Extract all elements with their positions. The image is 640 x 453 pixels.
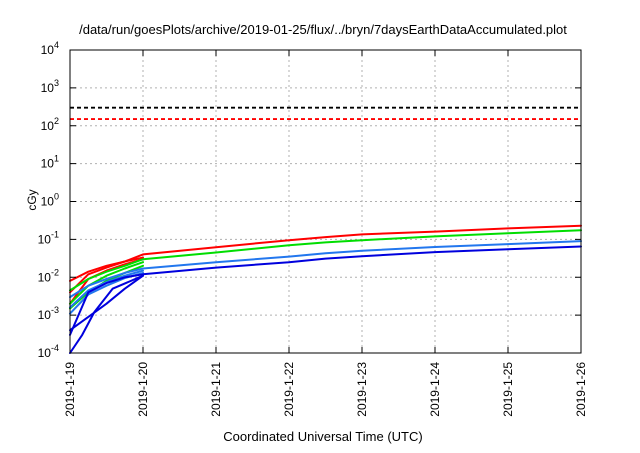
series-line (69, 274, 144, 332)
x-tick-label: 2019-1-21 (209, 362, 223, 417)
y-tick-label: 103 (41, 78, 59, 95)
x-axis-ticks: 2019-1-19 2019-1-20 2019-1-21 2019-1-22 2019… (63, 50, 588, 417)
reference-lines (70, 106, 581, 120)
y-tick-label: 100 (41, 192, 59, 209)
x-tick-label: 2019-1-23 (355, 362, 369, 417)
series-line (69, 224, 582, 282)
series-line (69, 245, 582, 336)
series-lines (69, 224, 582, 354)
x-tick-label: 2019-1-20 (136, 362, 150, 417)
y-tick-label: 10-2 (38, 267, 59, 284)
y-tick-label: 102 (41, 116, 59, 133)
x-tick-label: 2019-1-26 (574, 362, 588, 417)
series-line (69, 261, 144, 305)
y-tick-label: 104 (41, 40, 59, 57)
y-tick-label: 101 (41, 154, 59, 171)
series-line (69, 229, 582, 292)
y-tick-label: 10-4 (38, 343, 59, 360)
y-axis-label: cGy (25, 189, 39, 210)
series-line (69, 240, 582, 299)
x-tick-label: 2019-1-22 (282, 362, 296, 417)
series-line (69, 274, 144, 354)
x-tick-label: 2019-1-19 (63, 362, 77, 417)
y-tick-label: 10-1 (38, 229, 59, 246)
series-line (69, 269, 144, 309)
x-axis-label: Coordinated Universal Time (UTC) (223, 429, 422, 444)
chart-title: /data/run/goesPlots/archive/2019-01-25/f… (79, 22, 567, 37)
series-line (69, 256, 144, 294)
x-tick-label: 2019-1-25 (501, 362, 515, 417)
x-tick-label: 2019-1-24 (428, 362, 442, 417)
y-tick-label: 10-3 (38, 305, 59, 322)
grid (70, 50, 581, 353)
y-axis-ticks: 10-4 10-3 10-2 10-1 100 101 102 103 104 (38, 40, 581, 360)
